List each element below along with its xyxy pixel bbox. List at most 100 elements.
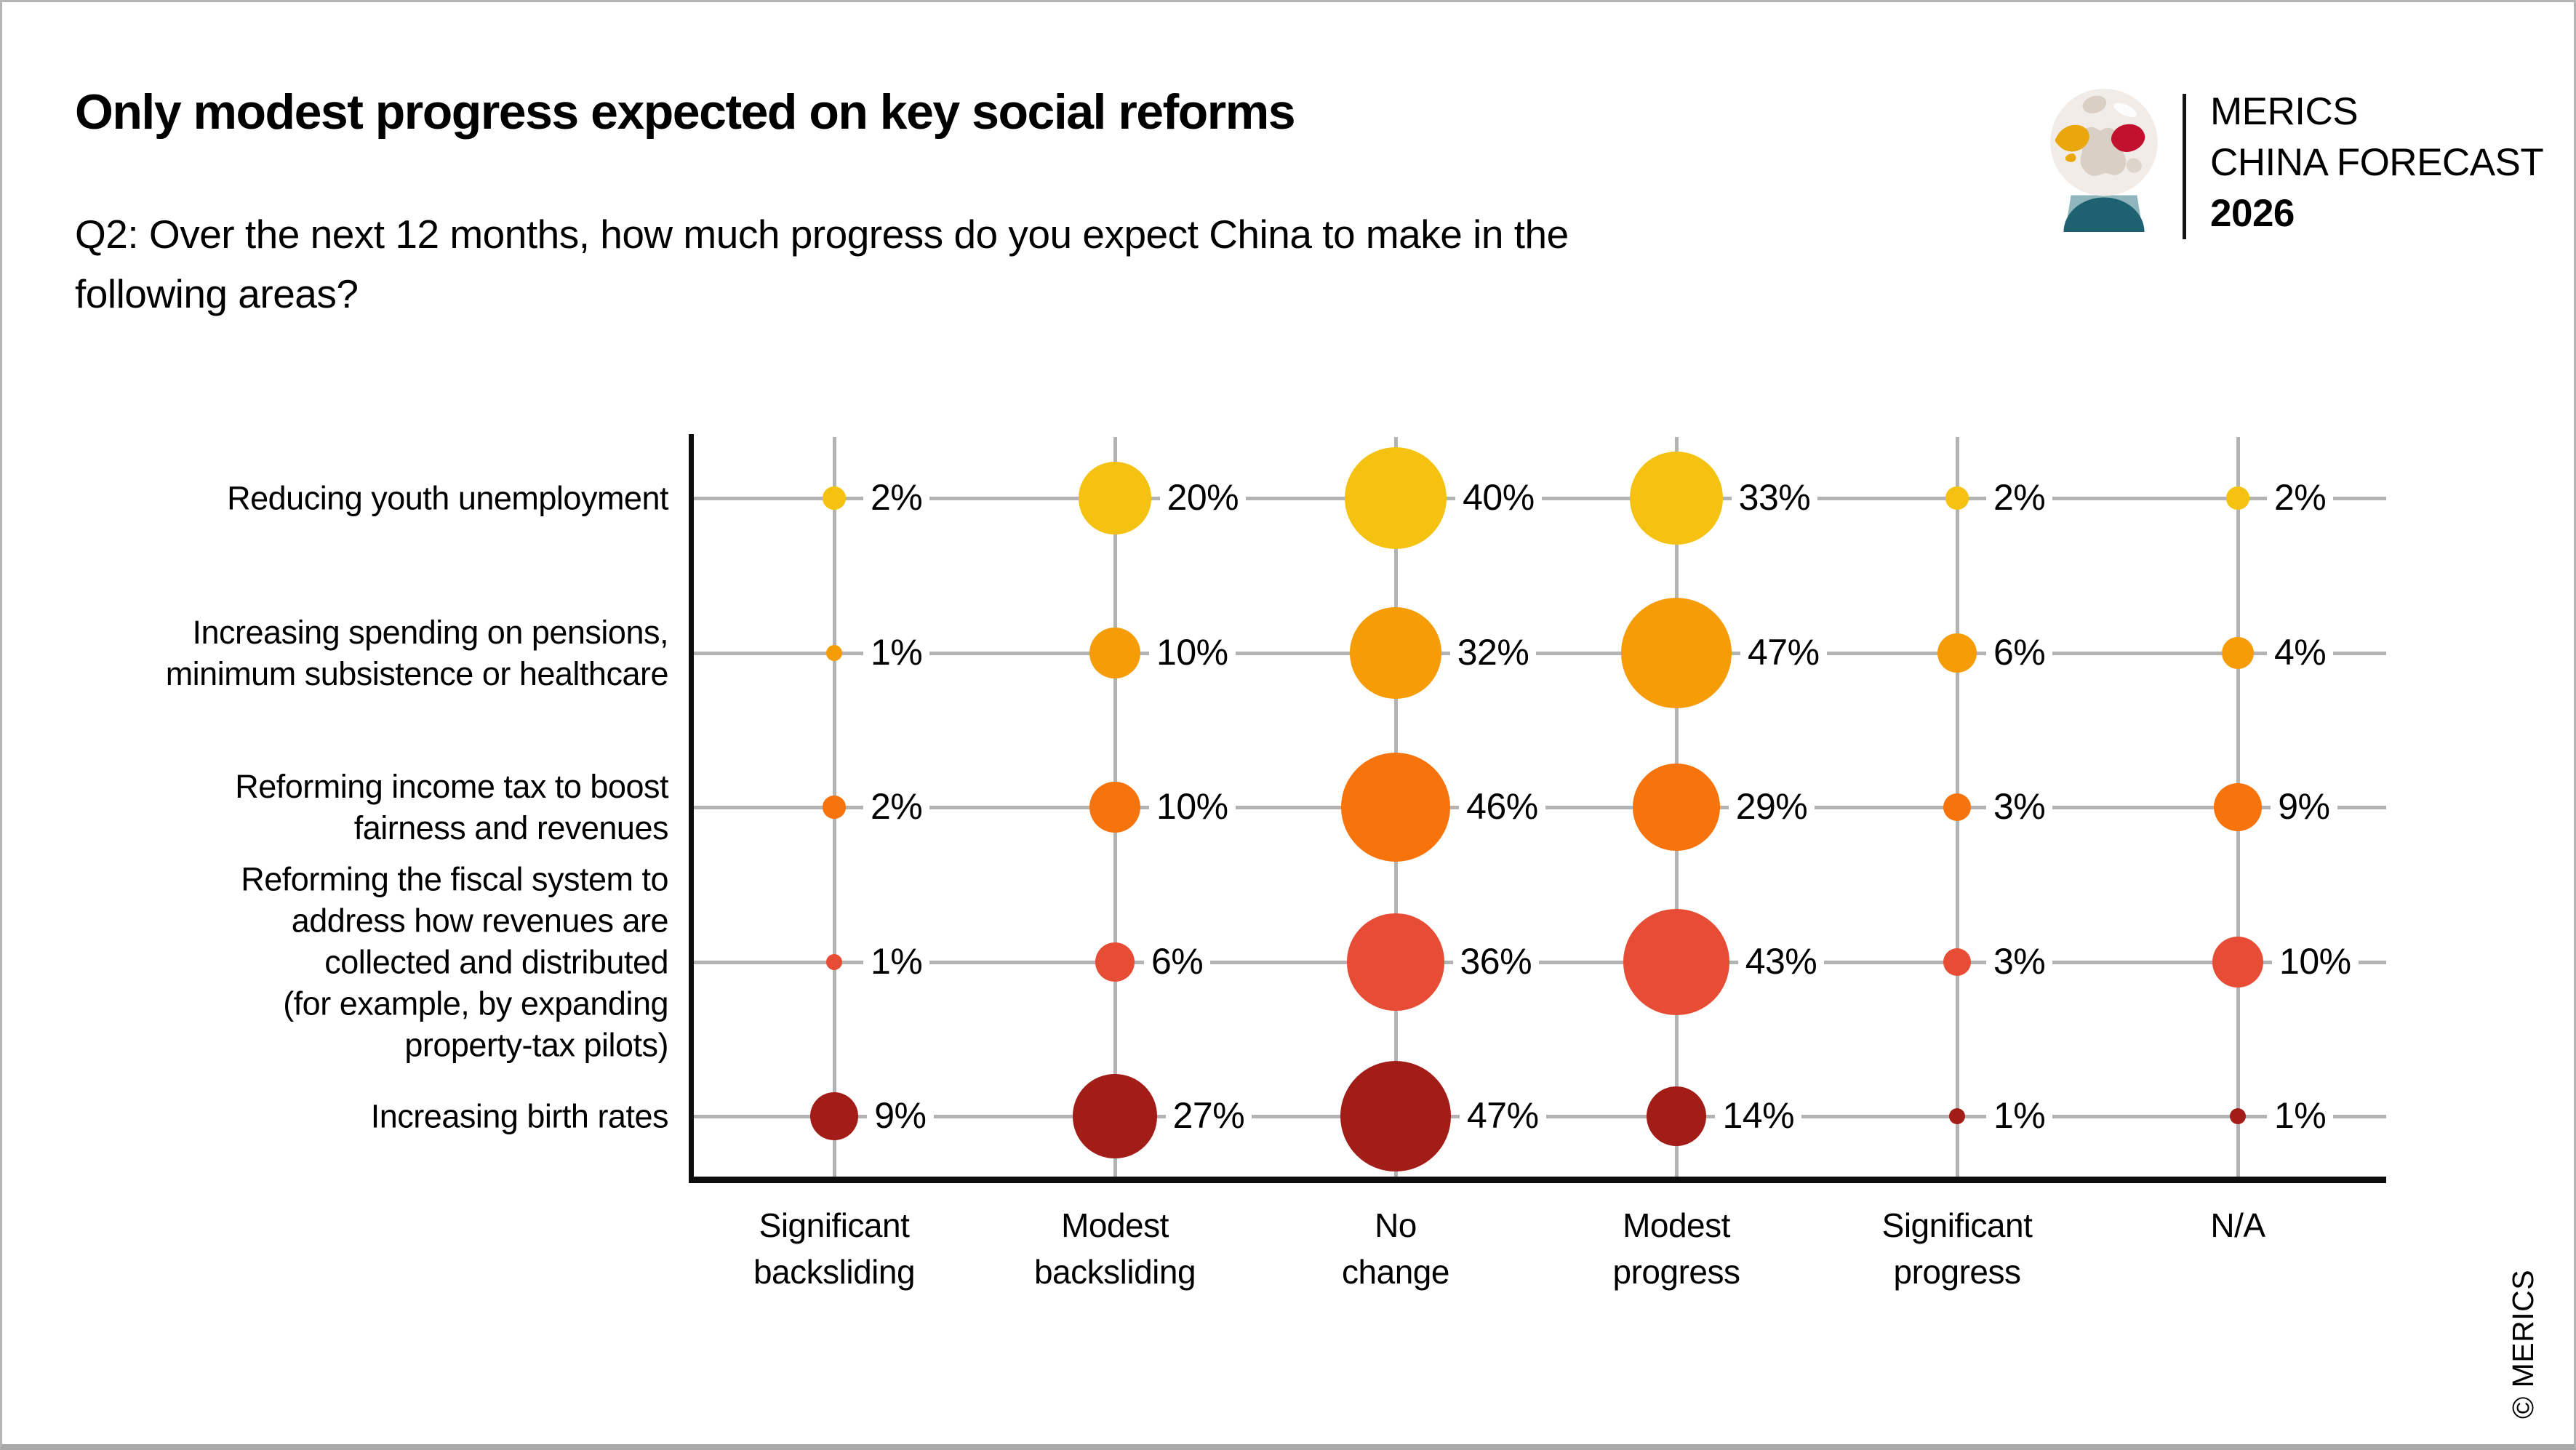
logo-divider <box>2183 94 2186 239</box>
bubble-value-label: 3% <box>1986 785 2053 828</box>
bubble-value-label: 6% <box>1986 630 2053 673</box>
bubble-value-label: 36% <box>1452 940 1540 982</box>
bubble-r2-c2 <box>1089 627 1141 679</box>
bubble-r5-c2 <box>1073 1074 1157 1158</box>
row-label-line: Reducing youth unemployment <box>227 479 668 517</box>
row-label-line: minimum subsistence or healthcare <box>165 655 669 692</box>
row-label: Reforming the fiscal system to address ho… <box>241 859 668 1066</box>
bubble-r5-c3 <box>1340 1061 1451 1171</box>
bubble-value-label: 2% <box>2267 476 2334 518</box>
x-axis-label-line: Significant <box>1881 1206 2033 1244</box>
x-axis-label-line: N/A <box>2210 1206 2265 1244</box>
row-label-line: Increasing birth rates <box>370 1097 669 1135</box>
bubble-r4-c4 <box>1623 909 1729 1015</box>
row-label-line: (for example, by expanding <box>283 985 668 1022</box>
bubble-r1-c3 <box>1344 446 1447 550</box>
x-axis-label-line: No <box>1375 1206 1417 1244</box>
bubble-value-label: 1% <box>2267 1094 2334 1137</box>
bubble-value-label: 10% <box>2272 940 2359 982</box>
bubble-value-label: 20% <box>1159 476 1247 518</box>
x-axis-label-line: Modest <box>1061 1206 1169 1244</box>
row-label-line: Increasing spending on pensions, <box>192 614 669 651</box>
x-axis-label-line: progress <box>1612 1253 1740 1291</box>
y-axis <box>689 434 694 1177</box>
bubble-r1-c5 <box>1945 486 1969 510</box>
x-axis-label-line: change <box>1342 1253 1449 1291</box>
x-axis-label-line: backsliding <box>1033 1253 1196 1291</box>
merics-logo-text: MERICS CHINA FORECAST 2026 <box>2210 87 2544 239</box>
bubble-value-label: 32% <box>1449 630 1537 673</box>
bubble-value-label: 47% <box>1459 1094 1546 1137</box>
bubble-value-label: 1% <box>1986 1094 2053 1137</box>
x-axis-label-line: progress <box>1893 1253 2021 1291</box>
logo-line-year: 2026 <box>2210 192 2295 235</box>
x-axis-label: Modest progress <box>1613 1202 1740 1295</box>
page-subtitle: Q2: Over the next 12 months, how much pr… <box>75 204 1569 324</box>
bubble-r3-c3 <box>1340 752 1451 862</box>
bubble-r1-c1 <box>823 486 846 510</box>
bubble-r3-c2 <box>1089 781 1141 833</box>
gridline-horizontal <box>689 652 2386 655</box>
bubble-r3-c6 <box>2213 782 2263 832</box>
bubble-value-label: 1% <box>863 630 930 673</box>
subtitle-line-1: Q2: Over the next 12 months, how much pr… <box>75 212 1569 257</box>
crystal-ball-globe-icon <box>2050 89 2158 232</box>
bubble-r1-c2 <box>1079 462 1151 534</box>
bubble-value-label: 40% <box>1455 476 1542 518</box>
bubble-value-label: 10% <box>1149 785 1236 828</box>
bubble-value-label: 1% <box>863 940 930 982</box>
row-label-line: Reforming income tax to boost <box>235 768 668 805</box>
x-axis-label-line: Modest <box>1623 1206 1730 1244</box>
bubble-value-label: 27% <box>1165 1094 1252 1137</box>
bubble-value-label: 2% <box>1986 476 2053 518</box>
x-axis-label: Modest backsliding <box>1034 1202 1196 1295</box>
bubble-value-label: 14% <box>1715 1094 1802 1137</box>
bubble-r3-c4 <box>1633 764 1720 851</box>
bubble-value-label: 29% <box>1728 785 1815 828</box>
bubble-value-label: 2% <box>863 476 930 518</box>
row-label-line: fairness and revenues <box>353 809 669 846</box>
x-axis-label-line: Significant <box>759 1206 910 1244</box>
bubble-r2-c3 <box>1350 607 1441 699</box>
bubble-r1-c6 <box>2226 486 2249 510</box>
bubble-r2-c6 <box>2221 636 2255 670</box>
bubble-r4-c5 <box>1943 948 1972 977</box>
bubble-value-label: 10% <box>1149 630 1236 673</box>
row-label-line: address how revenues are <box>291 902 669 940</box>
bubble-value-label: 6% <box>1144 940 1211 982</box>
bubble-value-label: 47% <box>1740 630 1827 673</box>
bubble-r3-c1 <box>823 796 846 819</box>
row-label-line: Reforming the fiscal system to <box>241 860 668 898</box>
row-label-line: collected and distributed <box>324 943 668 981</box>
row-label-line: property-tax pilots) <box>404 1026 668 1064</box>
x-axis-label-line: backsliding <box>753 1253 916 1291</box>
copyright-note: © MERICS <box>2506 1269 2540 1419</box>
bubble-value-label: 2% <box>863 785 930 828</box>
row-label: Reforming income tax to boost fairness an… <box>235 766 668 849</box>
x-axis-label: Significant backsliding <box>753 1202 916 1295</box>
row-label: Increasing spending on pensions, minimum … <box>165 612 669 694</box>
x-axis-label: N/A <box>2210 1202 2265 1249</box>
row-label: Reducing youth unemployment <box>227 478 668 519</box>
x-axis-label: No change <box>1342 1202 1449 1295</box>
x-axis <box>689 1177 2386 1183</box>
x-axis-label: Significant progress <box>1882 1202 2033 1295</box>
bubble-r2-c5 <box>1937 633 1977 673</box>
bubble-value-label: 43% <box>1737 940 1825 982</box>
bubble-value-label: 33% <box>1731 476 1818 518</box>
bubble-r4-c2 <box>1095 942 1135 982</box>
bubble-r5-c4 <box>1646 1086 1707 1147</box>
bubble-r2-c4 <box>1621 598 1732 708</box>
subtitle-line-2: following areas? <box>75 271 359 316</box>
bubble-r5-c6 <box>2229 1107 2247 1125</box>
bubble-r4-c6 <box>2212 936 2264 988</box>
bubble-value-label: 4% <box>2267 630 2334 673</box>
page-title: Only modest progress expected on key soc… <box>75 84 1296 140</box>
row-label: Increasing birth rates <box>370 1096 669 1137</box>
bubble-value-label: 9% <box>867 1094 934 1137</box>
bubble-r4-c1 <box>825 953 843 971</box>
bubble-r3-c5 <box>1943 793 1972 822</box>
logo-line-china-forecast: CHINA FORECAST <box>2210 141 2544 184</box>
